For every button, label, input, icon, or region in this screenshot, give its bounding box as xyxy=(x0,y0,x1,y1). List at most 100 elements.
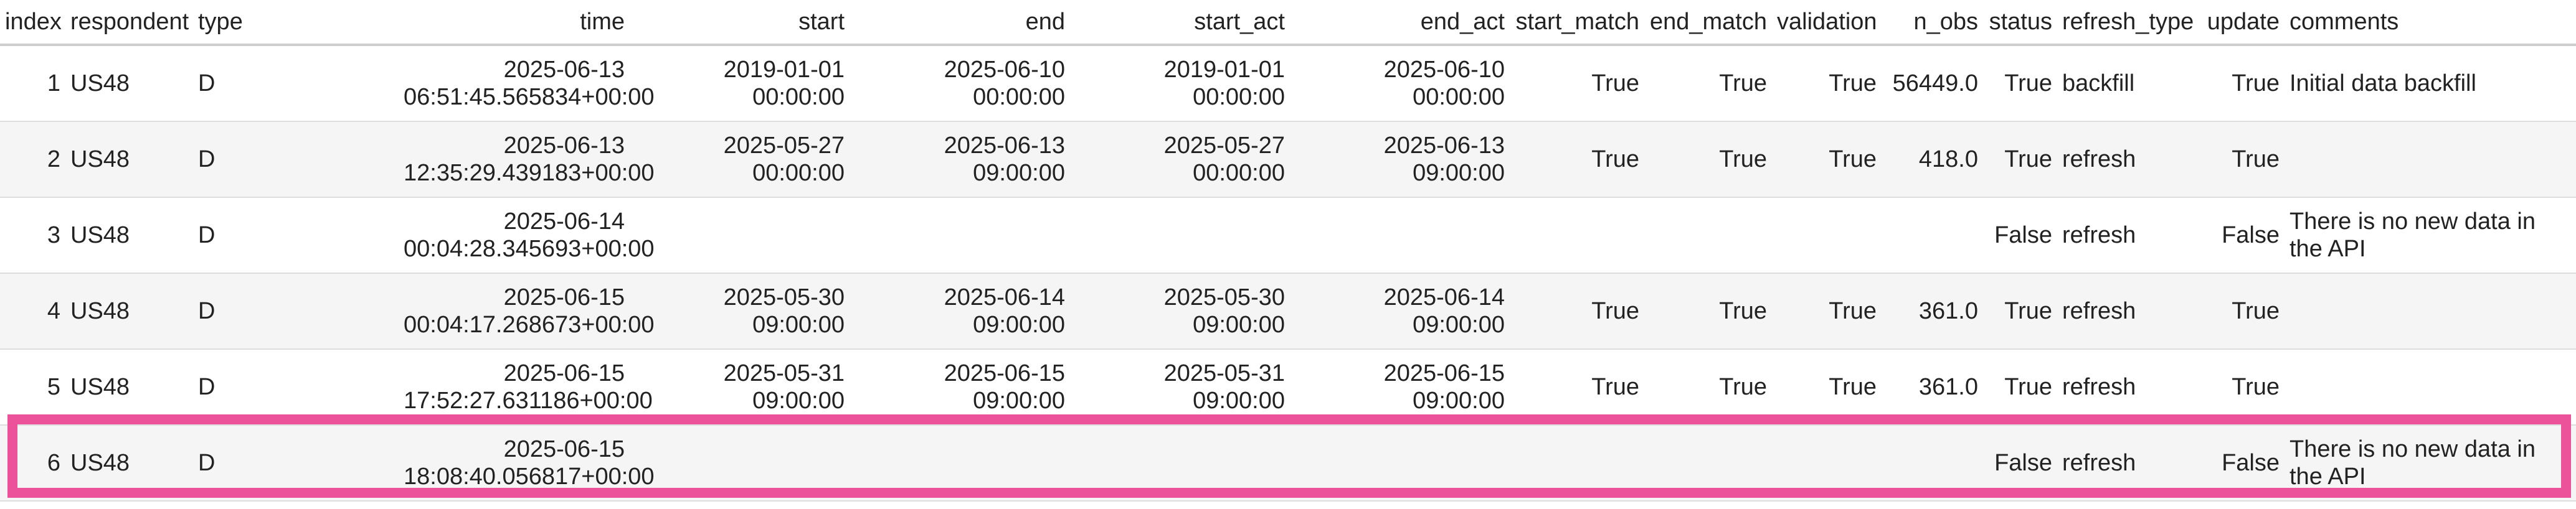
cell-end-match xyxy=(1644,425,1772,502)
cell-comments: There is no new data in the API xyxy=(2285,197,2576,274)
column-header-respondent[interactable]: respondent xyxy=(65,0,193,46)
cell-validation: True xyxy=(1772,121,1882,198)
cell-start: 2025-05-30 09:00:00 xyxy=(630,273,850,350)
cell-end xyxy=(850,425,1070,502)
cell-type: D xyxy=(193,197,399,274)
cell-respondent: US48 xyxy=(65,273,193,350)
cell-start-act: 2019-01-01 00:00:00 xyxy=(1070,45,1290,122)
cell-status: True xyxy=(1983,121,2057,198)
cell-time: 2025-06-15 17:52:27.631186+00:00 xyxy=(399,349,653,426)
cell-end-date: 2025-06-10 xyxy=(944,57,1065,83)
cell-end-act: 2025-06-15 09:00:00 xyxy=(1290,349,1510,426)
cell-start: 2019-01-01 00:00:00 xyxy=(630,45,850,122)
cell-end-act-date: 2025-06-14 xyxy=(1383,284,1505,311)
cell-status: True xyxy=(1983,45,2057,122)
cell-start-act: 2025-05-30 09:00:00 xyxy=(1070,273,1290,350)
cell-end-act-clock: 09:00:00 xyxy=(1413,160,1505,186)
column-header-status[interactable]: status xyxy=(1983,0,2057,46)
cell-start-match: True xyxy=(1510,273,1644,350)
cell-time-clock: 17:52:27.631186+00:00 xyxy=(404,388,653,414)
cell-start-act: 2025-05-27 00:00:00 xyxy=(1070,121,1290,198)
cell-start-clock: 09:00:00 xyxy=(752,388,845,414)
cell-time-date: 2025-06-13 xyxy=(503,57,625,83)
cell-refresh-type: refresh xyxy=(2057,197,2201,274)
cell-start-act: 2025-05-31 09:00:00 xyxy=(1070,349,1290,426)
cell-respondent: US48 xyxy=(65,121,193,198)
column-header-time[interactable]: time xyxy=(399,0,630,46)
cell-end-act-date: 2025-06-15 xyxy=(1383,360,1505,386)
cell-type: D xyxy=(193,121,399,198)
cell-start-act-clock: 09:00:00 xyxy=(1193,312,1285,338)
cell-end-match xyxy=(1644,197,1772,274)
column-header-update[interactable]: update xyxy=(2201,0,2285,46)
cell-index: 4 xyxy=(0,273,65,350)
cell-n-obs xyxy=(1882,197,1983,274)
cell-end: 2025-06-15 09:00:00 xyxy=(850,349,1070,426)
cell-end-date: 2025-06-13 xyxy=(944,133,1065,159)
cell-start: 2025-05-31 09:00:00 xyxy=(630,349,850,426)
cell-time-date: 2025-06-13 xyxy=(503,133,625,159)
cell-update: False xyxy=(2201,425,2285,502)
cell-start-match: True xyxy=(1510,349,1644,426)
table-row[interactable]: 5 US48 D 2025-06-15 17:52:27.631186+00:00 202… xyxy=(0,349,2576,426)
cell-end-match: True xyxy=(1644,121,1772,198)
table-row[interactable]: 2 US48 D 2025-06-13 12:35:29.439183+00:00 202… xyxy=(0,121,2576,198)
table-row[interactable]: 3 US48 D 2025-06-14 00:04:28.345693+00:00 Fal… xyxy=(0,197,2576,274)
cell-respondent: US48 xyxy=(65,197,193,274)
cell-end-clock: 09:00:00 xyxy=(973,388,1065,414)
cell-start-act-date: 2025-05-27 xyxy=(1163,133,1285,159)
cell-time-clock: 12:35:29.439183+00:00 xyxy=(404,160,655,186)
column-header-index[interactable]: index xyxy=(0,0,65,46)
cell-time-date: 2025-06-15 xyxy=(503,436,625,462)
cell-validation: True xyxy=(1772,349,1882,426)
column-header-type[interactable]: type xyxy=(193,0,399,46)
cell-index: 5 xyxy=(0,349,65,426)
column-header-n-obs[interactable]: n_obs xyxy=(1882,0,1983,46)
column-header-start-act[interactable]: start_act xyxy=(1070,0,1290,46)
cell-end-act-date: 2025-06-13 xyxy=(1383,133,1505,159)
table-row[interactable]: 1 US48 D 2025-06-13 06:51:45.565834+00:00 201… xyxy=(0,45,2576,122)
cell-refresh-type: refresh xyxy=(2057,121,2201,198)
cell-n-obs: 361.0 xyxy=(1882,273,1983,350)
column-header-start-match[interactable]: start_match xyxy=(1510,0,1644,46)
cell-start-match: True xyxy=(1510,121,1644,198)
cell-end-act: 2025-06-13 09:00:00 xyxy=(1290,121,1510,198)
column-header-comments[interactable]: comments xyxy=(2285,0,2576,46)
cell-time-clock: 06:51:45.565834+00:00 xyxy=(404,84,655,110)
cell-validation: True xyxy=(1772,273,1882,350)
cell-end-act-clock: 00:00:00 xyxy=(1413,84,1505,110)
table-row[interactable]: 6 US48 D 2025-06-15 18:08:40.056817+00:00 Fal… xyxy=(0,425,2576,502)
table-row[interactable]: 4 US48 D 2025-06-15 00:04:17.268673+00:00 202… xyxy=(0,273,2576,350)
column-header-validation[interactable]: validation xyxy=(1772,0,1882,46)
header-row: index respondent type time start end start_act… xyxy=(0,0,2576,46)
cell-refresh-type: refresh xyxy=(2057,273,2201,350)
cell-end-clock: 09:00:00 xyxy=(973,160,1065,186)
cell-start-act xyxy=(1070,197,1290,274)
cell-respondent: US48 xyxy=(65,45,193,122)
cell-start-match xyxy=(1510,425,1644,502)
cell-end-act xyxy=(1290,425,1510,502)
cell-time-date: 2025-06-14 xyxy=(503,208,625,235)
column-header-start[interactable]: start xyxy=(630,0,850,46)
cell-end-clock: 00:00:00 xyxy=(973,84,1065,110)
cell-start-clock: 09:00:00 xyxy=(752,312,845,338)
column-header-refresh-type[interactable]: refresh_type xyxy=(2057,0,2201,46)
cell-comments xyxy=(2285,273,2576,350)
cell-update: True xyxy=(2201,121,2285,198)
cell-n-obs: 418.0 xyxy=(1882,121,1983,198)
cell-start-act-date: 2019-01-01 xyxy=(1163,57,1285,83)
column-header-end-act[interactable]: end_act xyxy=(1290,0,1510,46)
column-header-end-match[interactable]: end_match xyxy=(1644,0,1772,46)
cell-type: D xyxy=(193,425,399,502)
cell-update: True xyxy=(2201,273,2285,350)
column-header-end[interactable]: end xyxy=(850,0,1070,46)
cell-start-date: 2019-01-01 xyxy=(723,57,845,83)
cell-end-act: 2025-06-10 00:00:00 xyxy=(1290,45,1510,122)
cell-refresh-type: refresh xyxy=(2057,425,2201,502)
cell-start-clock: 00:00:00 xyxy=(752,84,845,110)
cell-type: D xyxy=(193,273,399,350)
cell-status: False xyxy=(1983,425,2057,502)
cell-time: 2025-06-13 06:51:45.565834+00:00 xyxy=(399,45,655,122)
cell-end-act: 2025-06-14 09:00:00 xyxy=(1290,273,1510,350)
